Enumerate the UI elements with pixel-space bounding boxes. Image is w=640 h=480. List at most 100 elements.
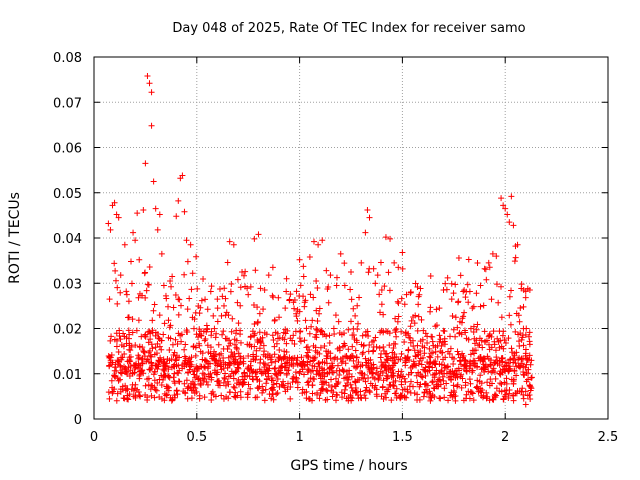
data-point bbox=[481, 265, 488, 272]
data-point bbox=[201, 375, 208, 382]
x-tick-label: 1.5 bbox=[392, 430, 413, 445]
data-point bbox=[197, 348, 204, 355]
data-point bbox=[376, 345, 383, 352]
data-point bbox=[501, 366, 508, 373]
data-point bbox=[218, 312, 225, 319]
data-point bbox=[192, 352, 199, 359]
data-point bbox=[438, 361, 445, 368]
data-point bbox=[463, 360, 470, 367]
data-point bbox=[193, 373, 200, 380]
data-point bbox=[320, 378, 327, 385]
data-point bbox=[427, 397, 434, 404]
data-point bbox=[404, 353, 411, 360]
data-point bbox=[256, 345, 263, 352]
data-point bbox=[292, 369, 299, 376]
data-point bbox=[493, 281, 500, 288]
data-point bbox=[282, 305, 289, 312]
data-point bbox=[204, 381, 211, 388]
data-point bbox=[128, 386, 135, 393]
data-point bbox=[511, 258, 518, 265]
data-point bbox=[385, 366, 392, 373]
data-point bbox=[127, 362, 134, 369]
data-point bbox=[401, 301, 408, 308]
data-point bbox=[391, 354, 398, 361]
data-point bbox=[407, 364, 414, 371]
data-point bbox=[107, 337, 114, 344]
data-point bbox=[237, 379, 244, 386]
data-point bbox=[271, 316, 278, 323]
data-point bbox=[488, 344, 495, 351]
data-point bbox=[281, 348, 288, 355]
data-point bbox=[507, 321, 514, 328]
data-point bbox=[173, 213, 180, 220]
data-point bbox=[377, 368, 384, 375]
data-point bbox=[391, 259, 398, 266]
data-point bbox=[458, 384, 465, 391]
data-point bbox=[346, 355, 353, 362]
data-point bbox=[162, 292, 169, 299]
data-point bbox=[324, 370, 331, 377]
data-point bbox=[498, 195, 505, 202]
data-point bbox=[193, 363, 200, 370]
data-point bbox=[345, 326, 352, 333]
data-point bbox=[480, 365, 487, 372]
data-point bbox=[353, 354, 360, 361]
data-point bbox=[441, 335, 448, 342]
data-point bbox=[174, 391, 181, 398]
data-point bbox=[492, 375, 499, 382]
data-point bbox=[417, 285, 424, 292]
data-point bbox=[172, 292, 179, 299]
data-point bbox=[233, 368, 240, 375]
axis-ticks: 0 0.5 1 1.5 2 2.5 0 0.01 0.02 0.03 0.04 0.05 0.06 0.0… bbox=[53, 51, 618, 445]
data-point bbox=[162, 362, 169, 369]
data-point bbox=[333, 380, 340, 387]
data-point bbox=[210, 312, 217, 319]
data-point bbox=[259, 383, 266, 390]
data-point bbox=[157, 354, 164, 361]
data-point bbox=[287, 395, 294, 402]
data-point bbox=[331, 331, 338, 338]
data-point bbox=[271, 343, 278, 350]
data-point bbox=[492, 347, 499, 354]
data-point bbox=[270, 381, 277, 388]
data-point bbox=[114, 284, 121, 291]
data-point bbox=[144, 376, 151, 383]
data-point bbox=[239, 373, 246, 380]
data-point bbox=[395, 368, 402, 375]
data-point bbox=[481, 338, 488, 345]
data-point bbox=[259, 334, 266, 341]
data-point bbox=[197, 332, 204, 339]
data-point bbox=[231, 341, 238, 348]
data-point bbox=[160, 331, 167, 338]
data-point bbox=[296, 370, 303, 377]
data-point bbox=[127, 358, 134, 365]
data-point bbox=[271, 351, 278, 358]
data-point bbox=[133, 327, 140, 334]
data-point bbox=[237, 394, 244, 401]
data-point bbox=[392, 327, 399, 334]
data-point bbox=[155, 357, 162, 364]
data-point bbox=[198, 297, 205, 304]
data-point bbox=[491, 341, 498, 348]
data-point bbox=[146, 366, 153, 373]
data-point bbox=[411, 320, 418, 327]
data-point bbox=[520, 395, 527, 402]
data-point bbox=[428, 394, 435, 401]
data-point bbox=[234, 299, 241, 306]
data-point bbox=[338, 389, 345, 396]
data-point bbox=[165, 317, 172, 324]
data-point bbox=[280, 378, 287, 385]
data-point bbox=[370, 337, 377, 344]
data-point bbox=[333, 282, 340, 289]
data-point bbox=[211, 325, 218, 332]
data-point bbox=[305, 378, 312, 385]
data-point bbox=[135, 317, 142, 324]
data-point bbox=[358, 259, 365, 266]
data-point bbox=[380, 347, 387, 354]
data-point bbox=[471, 340, 478, 347]
data-point bbox=[208, 332, 215, 339]
data-point bbox=[289, 355, 296, 362]
data-point bbox=[214, 296, 221, 303]
data-point bbox=[287, 384, 294, 391]
data-point bbox=[363, 387, 370, 394]
